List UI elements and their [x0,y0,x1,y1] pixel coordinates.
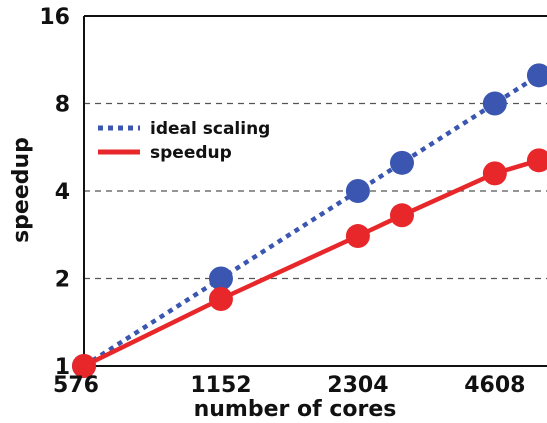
data-point-ideal-scaling-2 [345,179,370,203]
y-axis-title: speedup [9,137,34,243]
y-tick-label-2: 2 [55,268,70,293]
grid-lines [84,102,547,280]
y-tick-label-1: 1 [55,355,70,380]
legend-label-ideal-scaling: ideal scaling [150,119,270,139]
y-tick-label-4: 4 [55,180,70,205]
data-point-ideal-scaling-4 [482,91,507,116]
series-line-ideal-scaling [82,73,541,368]
data-point-speedup-4 [482,161,507,186]
x-axis-title: number of cores [194,397,397,422]
legend: ideal scaling speedup [98,119,270,163]
x-tick-label-1152: 1152 [190,373,251,398]
y-tick-label-16: 16 [39,5,70,30]
plot-frame [83,15,547,367]
data-point-speedup-1 [208,287,233,312]
data-point-ideal-scaling-1 [208,266,233,291]
x-tick-label-576: 576 [53,373,99,398]
legend-label-speedup: speedup [150,143,232,163]
x-tick-labels: 576 1152 2304 4608 [53,373,525,398]
data-point-ideal-scaling-5 [526,63,547,88]
data-point-ideal-scaling-3 [389,150,414,175]
data-point-speedup-0 [72,354,96,378]
x-tick-label-4608: 4608 [464,373,525,398]
y-tick-label-8: 8 [55,93,70,118]
y-tick-labels: 1 2 4 8 16 [39,5,70,380]
x-tick-label-2304: 2304 [327,373,388,398]
data-point-speedup-3 [389,203,414,228]
series-markers [72,63,547,378]
data-point-speedup-2 [345,224,370,249]
data-point-speedup-5 [526,148,547,173]
